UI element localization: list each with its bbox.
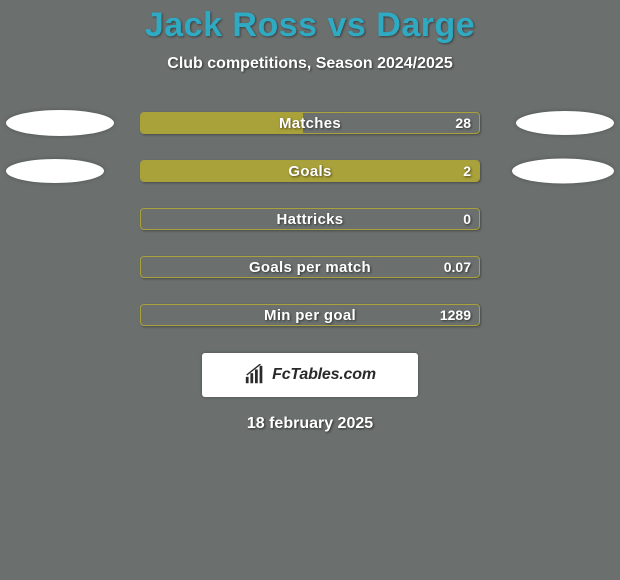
stat-bar: Hattricks0 — [140, 208, 480, 230]
right-ellipse — [512, 159, 614, 184]
stat-bar: Matches28 — [140, 112, 480, 134]
stat-value: 0 — [463, 209, 471, 229]
stat-value: 0.07 — [444, 257, 471, 277]
left-ellipse — [6, 159, 104, 183]
stat-value: 28 — [455, 113, 471, 133]
stat-label: Min per goal — [141, 305, 479, 325]
site-badge[interactable]: FcTables.com — [202, 353, 418, 397]
stat-label: Hattricks — [141, 209, 479, 229]
stat-bar: Goals per match0.07 — [140, 256, 480, 278]
stat-label: Matches — [141, 113, 479, 133]
stat-label: Goals — [141, 161, 479, 181]
page-title: Jack Ross vs Darge — [0, 6, 620, 45]
stat-row: Matches28 — [0, 111, 620, 135]
stat-row: Min per goal1289 — [0, 303, 620, 327]
chart-icon — [244, 364, 266, 386]
site-badge-label: FcTables.com — [272, 366, 376, 384]
left-ellipse — [6, 110, 114, 136]
stat-value: 2 — [463, 161, 471, 181]
stat-bar: Min per goal1289 — [140, 304, 480, 326]
stat-label: Goals per match — [141, 257, 479, 277]
right-ellipse — [516, 111, 614, 135]
stat-rows: Matches28 Goals2 Hattricks0 Goals per match… — [0, 111, 620, 327]
stat-bar: Goals2 — [140, 160, 480, 182]
stat-row: Goals2 — [0, 159, 620, 183]
stat-row: Goals per match0.07 — [0, 255, 620, 279]
stat-row: Hattricks0 — [0, 207, 620, 231]
page-subtitle: Club competitions, Season 2024/2025 — [0, 55, 620, 73]
comparison-infographic: Jack Ross vs Darge Club competitions, Se… — [0, 0, 620, 580]
stat-value: 1289 — [440, 305, 471, 325]
date-label: 18 february 2025 — [0, 415, 620, 433]
